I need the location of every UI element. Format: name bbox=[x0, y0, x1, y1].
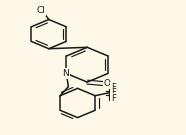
Text: O: O bbox=[103, 79, 110, 88]
Text: F: F bbox=[111, 88, 116, 97]
Text: Cl: Cl bbox=[37, 6, 46, 15]
Text: F: F bbox=[111, 83, 116, 92]
Text: N: N bbox=[62, 69, 69, 78]
Text: F: F bbox=[111, 94, 116, 103]
